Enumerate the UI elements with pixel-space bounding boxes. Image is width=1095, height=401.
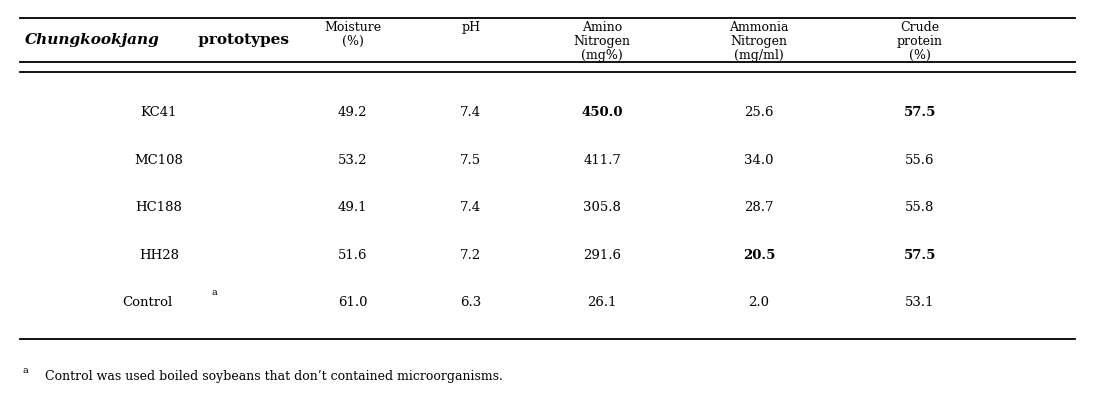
Text: 7.5: 7.5 — [460, 154, 482, 167]
Text: HH28: HH28 — [139, 249, 178, 262]
Text: 57.5: 57.5 — [903, 106, 936, 119]
Text: 55.6: 55.6 — [906, 154, 934, 167]
Text: Amino: Amino — [583, 21, 622, 34]
Text: 61.0: 61.0 — [338, 296, 367, 309]
Text: 26.1: 26.1 — [588, 296, 616, 309]
Text: Chungkookjang: Chungkookjang — [25, 33, 160, 47]
Text: (%): (%) — [909, 49, 931, 62]
Text: Nitrogen: Nitrogen — [730, 35, 787, 48]
Text: 28.7: 28.7 — [745, 201, 773, 214]
Text: Moisture: Moisture — [324, 21, 381, 34]
Text: 7.2: 7.2 — [460, 249, 482, 262]
Text: 7.4: 7.4 — [460, 106, 482, 119]
Text: a: a — [211, 288, 217, 297]
Text: 2.0: 2.0 — [748, 296, 770, 309]
Text: KC41: KC41 — [140, 106, 177, 119]
Text: 53.2: 53.2 — [338, 154, 367, 167]
Text: 411.7: 411.7 — [584, 154, 621, 167]
Text: (mg%): (mg%) — [581, 49, 623, 62]
Text: Control was used boiled soybeans that don’t contained microorganisms.: Control was used boiled soybeans that do… — [41, 371, 503, 383]
Text: Ammonia: Ammonia — [729, 21, 788, 34]
Text: 57.5: 57.5 — [903, 249, 936, 262]
Text: 49.2: 49.2 — [338, 106, 367, 119]
Text: 20.5: 20.5 — [742, 249, 775, 262]
Text: Crude: Crude — [900, 21, 940, 34]
Text: (mg/ml): (mg/ml) — [734, 49, 784, 62]
Text: a: a — [23, 367, 28, 375]
Text: 450.0: 450.0 — [581, 106, 623, 119]
Text: 51.6: 51.6 — [338, 249, 367, 262]
Text: MC108: MC108 — [135, 154, 183, 167]
Text: Control: Control — [123, 296, 173, 309]
Text: Nitrogen: Nitrogen — [574, 35, 631, 48]
Text: 34.0: 34.0 — [745, 154, 773, 167]
Text: 7.4: 7.4 — [460, 201, 482, 214]
Text: HC188: HC188 — [136, 201, 182, 214]
Text: 25.6: 25.6 — [745, 106, 773, 119]
Text: 55.8: 55.8 — [906, 201, 934, 214]
Text: protein: protein — [897, 35, 943, 48]
Text: 49.1: 49.1 — [338, 201, 367, 214]
Text: 6.3: 6.3 — [460, 296, 482, 309]
Text: pH: pH — [461, 21, 481, 34]
Text: prototypes: prototypes — [193, 33, 289, 47]
Text: 291.6: 291.6 — [584, 249, 621, 262]
Text: 305.8: 305.8 — [584, 201, 621, 214]
Text: 53.1: 53.1 — [906, 296, 934, 309]
Text: (%): (%) — [342, 35, 364, 48]
